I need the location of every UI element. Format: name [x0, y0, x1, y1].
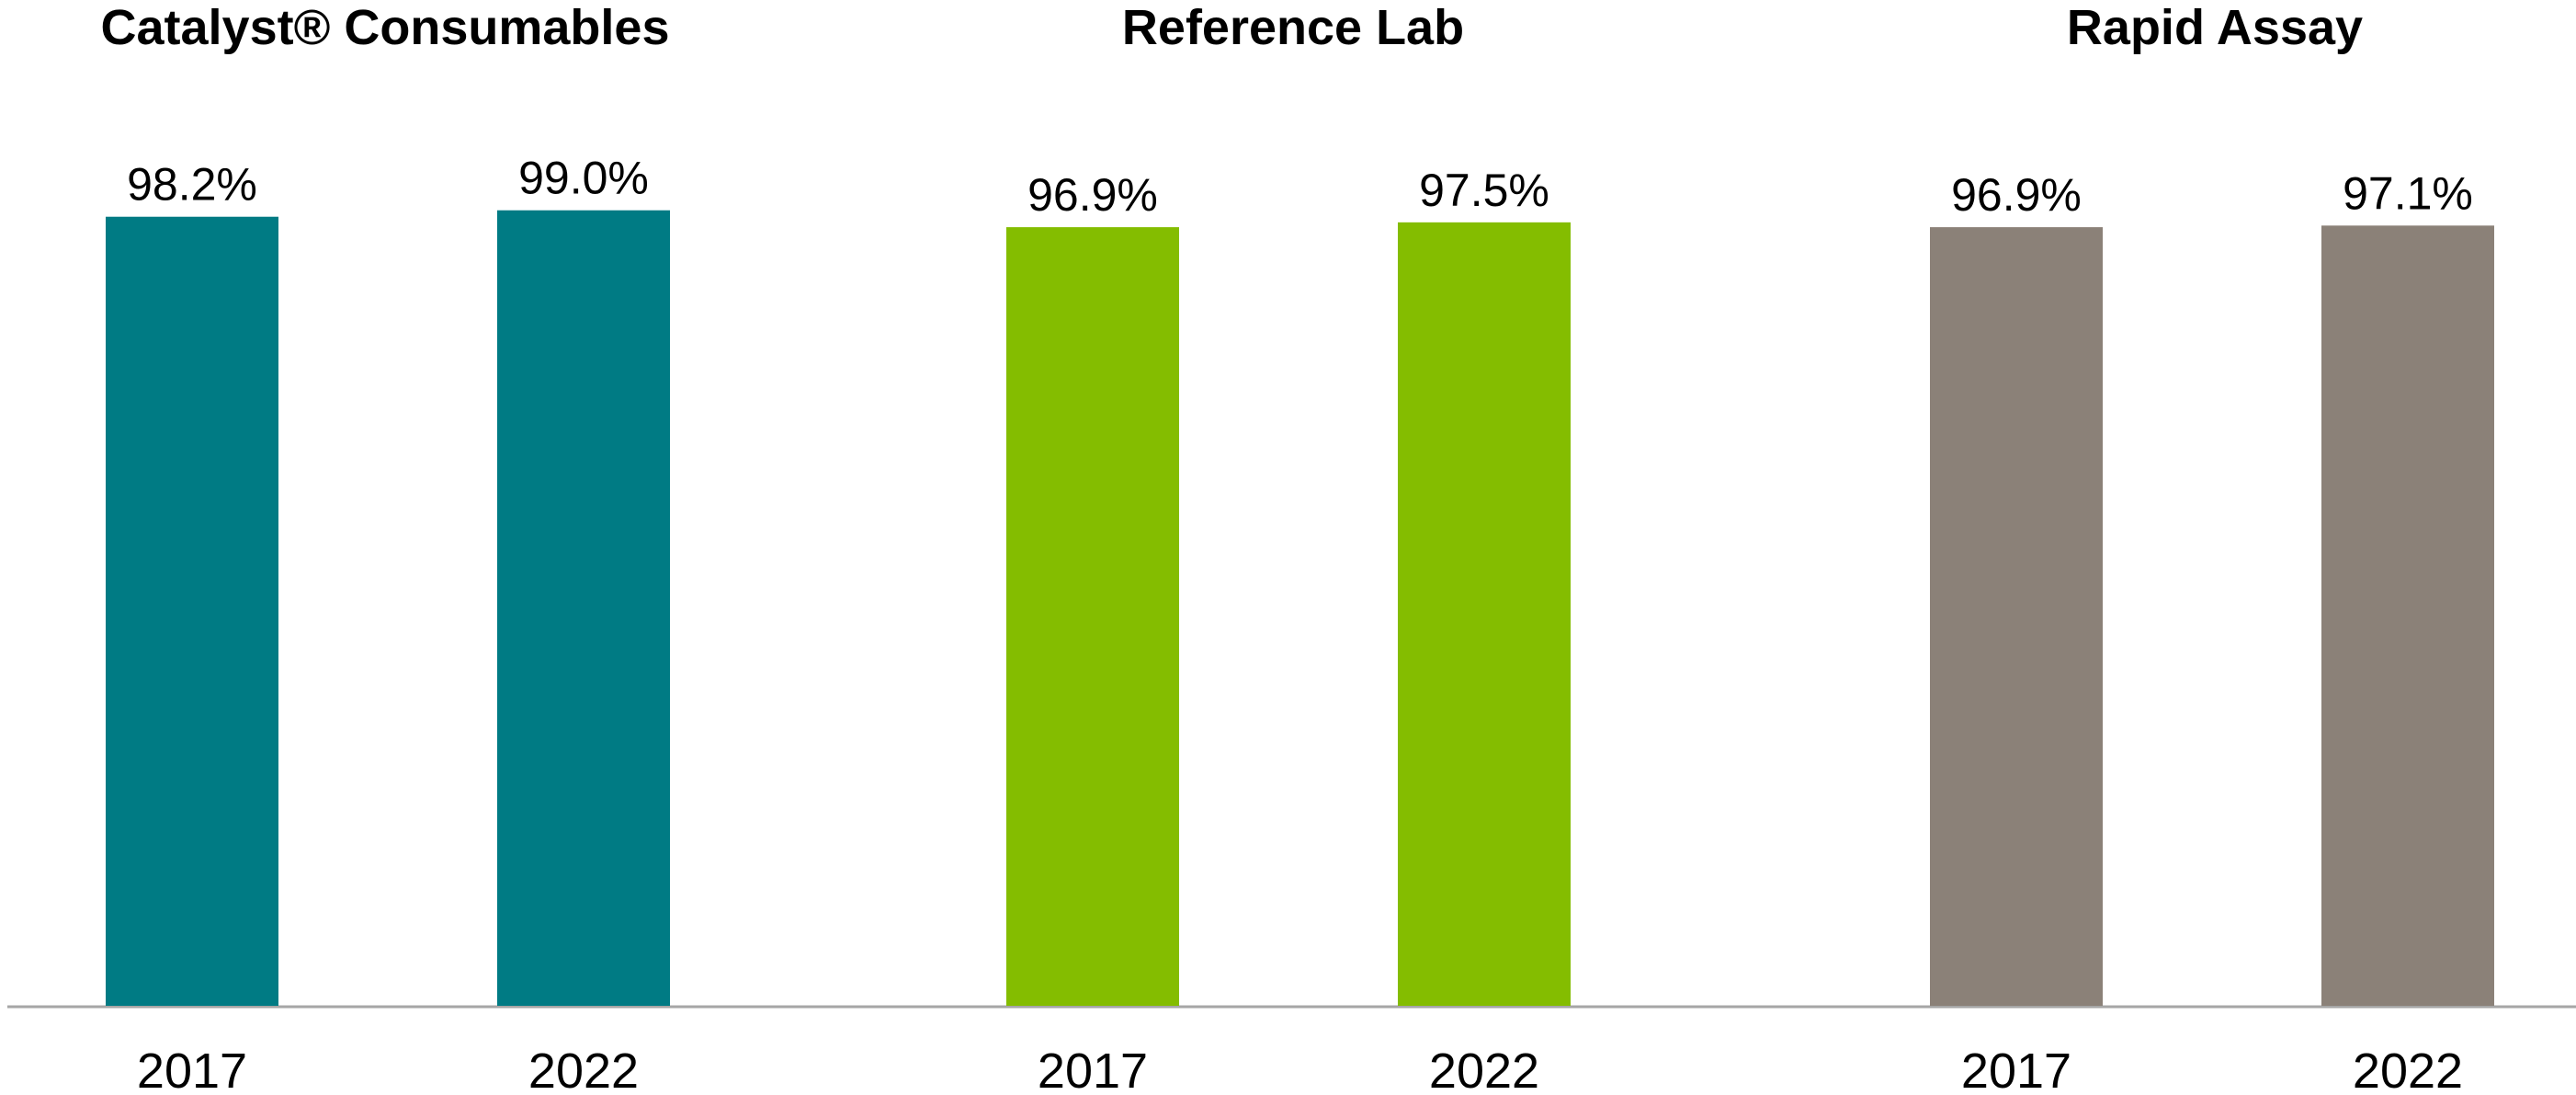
bar	[2321, 225, 2494, 1006]
bar	[497, 210, 670, 1007]
x-tick-label: 2022	[1429, 1044, 1539, 1095]
value-label: 98.2%	[127, 159, 257, 211]
x-tick-label: 2017	[1038, 1044, 1148, 1095]
bar	[106, 216, 278, 1006]
value-label: 97.1%	[2343, 167, 2473, 219]
bar	[1930, 227, 2103, 1006]
chart-title: Catalyst® Consumables	[101, 0, 670, 55]
value-label: 97.5%	[1419, 165, 1549, 216]
chart-title: Rapid Assay	[2067, 0, 2363, 55]
value-label: 99.0%	[518, 153, 649, 204]
bar	[1006, 227, 1179, 1006]
x-tick-label: 2017	[137, 1044, 247, 1095]
x-tick-label: 2022	[2353, 1044, 2463, 1095]
bar	[1398, 222, 1571, 1007]
value-label: 96.9%	[1027, 169, 1158, 221]
x-tick-label: 2022	[528, 1044, 639, 1095]
x-tick-label: 2017	[1961, 1044, 2071, 1095]
value-label: 96.9%	[1951, 169, 2082, 221]
chart-title: Reference Lab	[1122, 0, 1464, 55]
